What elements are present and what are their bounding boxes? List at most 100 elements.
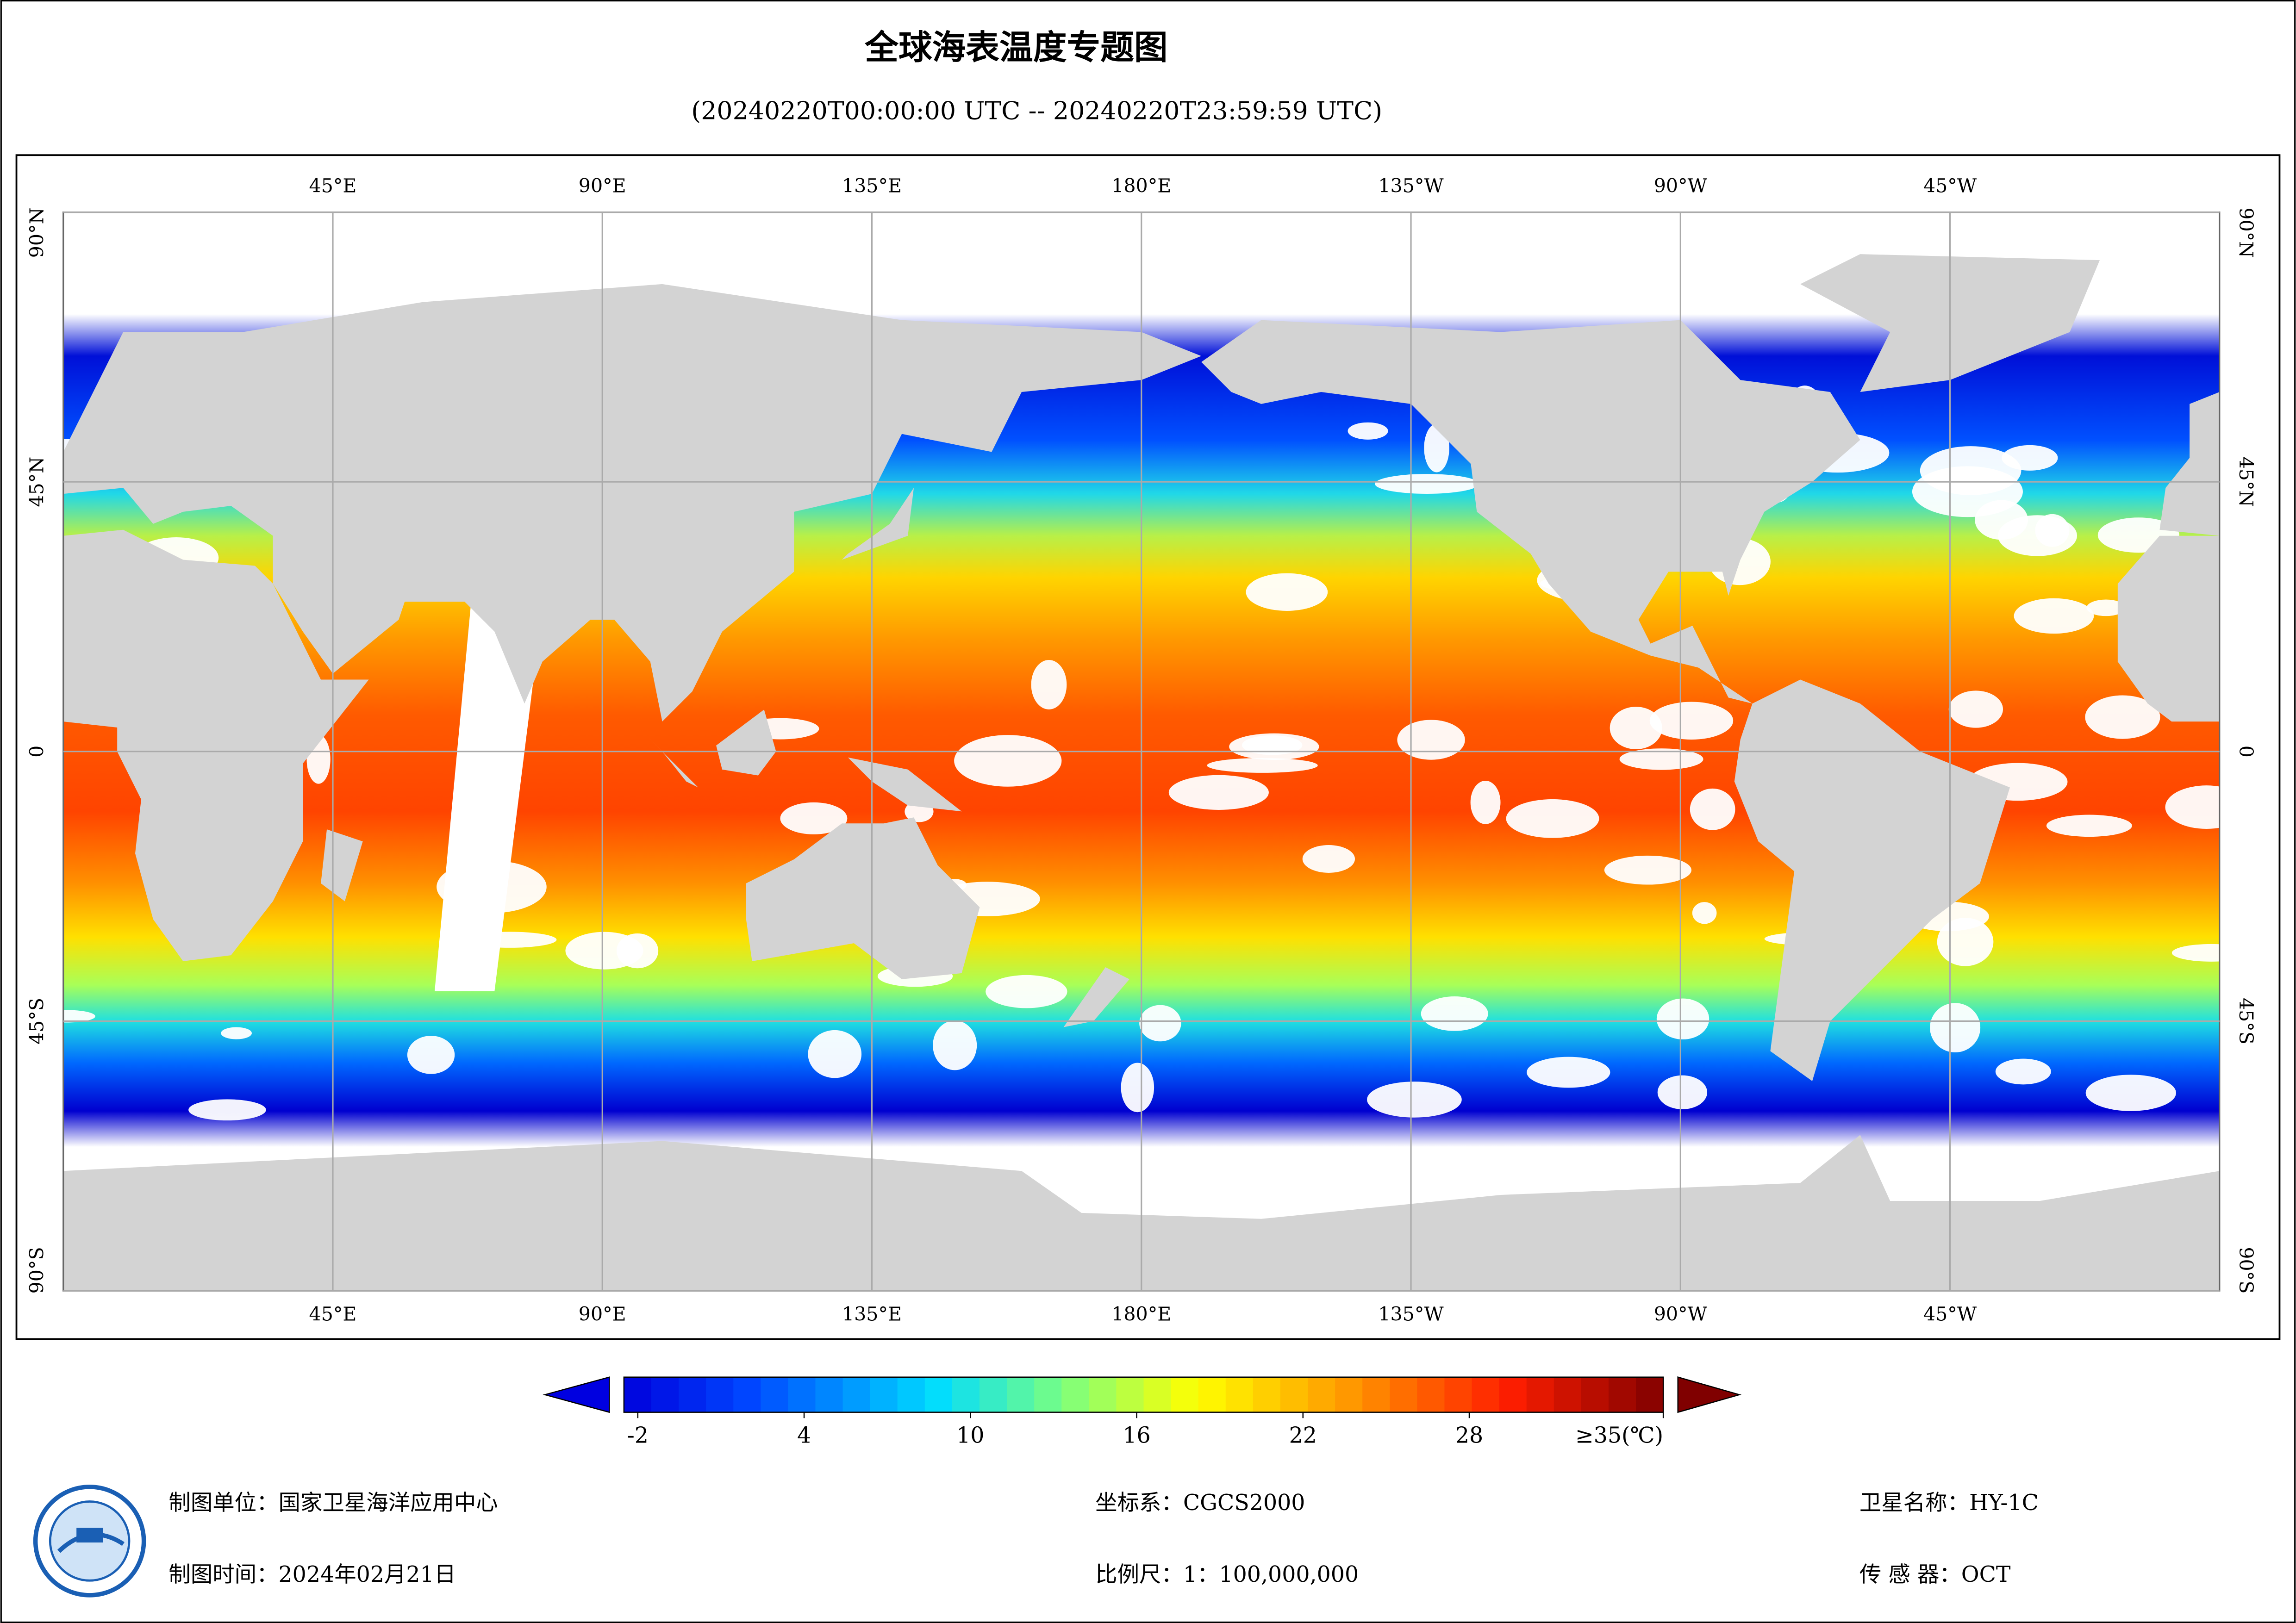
data-gap xyxy=(1649,702,1734,740)
colorbar-cell xyxy=(1444,1377,1472,1412)
data-gap xyxy=(1619,748,1703,770)
colorbar-cell xyxy=(733,1377,761,1412)
colorbar-cell xyxy=(706,1377,734,1412)
colorbar-tick-label: 28 xyxy=(1455,1423,1483,1448)
x-tick-label: 90°W xyxy=(1654,1303,1708,1325)
y-tick-label: 90°N xyxy=(25,207,48,258)
data-gap xyxy=(1506,799,1599,838)
land xyxy=(746,817,980,979)
data-gap xyxy=(188,1099,266,1121)
x-tick-label: 90°E xyxy=(579,1303,626,1325)
colorbar-cell xyxy=(1253,1377,1281,1412)
colorbar-cell xyxy=(870,1377,898,1412)
colorbar-cell xyxy=(1280,1377,1309,1412)
y-tick-label: 90°N xyxy=(2235,207,2257,258)
colorbar-tick-label: 4 xyxy=(797,1423,811,1448)
colorbar-cell xyxy=(1007,1377,1035,1412)
footer-date: 制图时间：2024年02月21日 xyxy=(168,1562,456,1587)
data-gap xyxy=(1604,855,1692,885)
colorbar-tick-label: ≥35(℃) xyxy=(1575,1423,1663,1448)
data-gap xyxy=(1207,758,1318,773)
data-gap xyxy=(1031,660,1067,709)
colorbar-cell xyxy=(1198,1377,1227,1412)
land xyxy=(1734,679,2010,1081)
logo xyxy=(33,1485,146,1598)
colorbar-cell xyxy=(1472,1377,1500,1412)
title: 全球海表温度专题图 xyxy=(864,28,1167,68)
colorbar-cell xyxy=(651,1377,680,1412)
colorbar-cell xyxy=(1089,1377,1117,1412)
data-gap xyxy=(63,1010,95,1023)
colorbar-cell xyxy=(924,1377,953,1412)
land xyxy=(2117,535,2220,722)
land xyxy=(2159,392,2220,536)
data-gap xyxy=(2046,815,2132,837)
data-gap xyxy=(2086,599,2126,616)
data-gap xyxy=(1690,788,1735,830)
colorbar-tick-label: 10 xyxy=(956,1423,984,1448)
y-tick-label: 45°N xyxy=(2235,457,2257,507)
colorbar-cell xyxy=(897,1377,926,1412)
data-gap xyxy=(1930,1003,1981,1053)
data-gap xyxy=(1527,1057,1610,1088)
data-gap xyxy=(1470,781,1501,824)
colorbar-cell xyxy=(952,1377,980,1412)
colorbar-cell xyxy=(815,1377,843,1412)
colorbar-cell xyxy=(842,1377,871,1412)
colorbar-cell xyxy=(1171,1377,1199,1412)
y-tick-label: 45°S xyxy=(25,998,48,1045)
data-gap xyxy=(1121,1063,1154,1113)
data-gap xyxy=(2014,598,2094,634)
x-tick-label: 180°E xyxy=(1111,1303,1171,1325)
footer-crs: 坐标系：CGCS2000 xyxy=(1095,1490,1305,1516)
colorbar-cell xyxy=(1335,1377,1363,1412)
data-gap xyxy=(1610,707,1662,749)
data-gap xyxy=(1367,1082,1462,1118)
colorbar-tick-label: -2 xyxy=(627,1423,649,1448)
colorbar-cell xyxy=(1143,1377,1172,1412)
land xyxy=(63,529,369,962)
colorbar-cell xyxy=(788,1377,816,1412)
data-gap xyxy=(565,932,643,970)
x-tick-label: 135°W xyxy=(1378,174,1444,197)
data-gap xyxy=(808,1030,862,1078)
data-gap xyxy=(1948,690,2003,728)
data-gap xyxy=(1656,998,1710,1040)
data-gap xyxy=(1995,1058,2051,1085)
data-gap xyxy=(2085,695,2160,739)
x-tick-label: 45°E xyxy=(309,174,357,197)
x-tick-label: 135°E xyxy=(842,1303,902,1325)
data-gap xyxy=(221,1027,252,1039)
data-gap xyxy=(2085,1075,2176,1111)
x-tick-label: 180°E xyxy=(1111,174,1171,197)
y-tick-label: 0 xyxy=(2235,746,2257,758)
data-gap xyxy=(407,1036,455,1074)
colorbar-tick-label: 16 xyxy=(1123,1423,1150,1448)
colorbar-cell xyxy=(1225,1377,1254,1412)
data-gap xyxy=(1139,1005,1181,1042)
x-tick-label: 45°W xyxy=(1923,1303,1977,1325)
colorbar-high-arrow xyxy=(1677,1376,1742,1413)
land xyxy=(842,488,914,560)
swath-gap xyxy=(434,608,543,991)
x-tick-label: 135°W xyxy=(1378,1303,1444,1325)
data-gap xyxy=(1375,474,1479,494)
land xyxy=(1063,967,1129,1027)
map-frame xyxy=(15,154,2281,1340)
land xyxy=(63,284,1202,722)
y-tick-label: 0 xyxy=(25,746,48,758)
y-tick-label: 45°S xyxy=(2235,998,2257,1045)
subtitle: (20240220T00:00:00 UTC -- 20240220T23:59… xyxy=(691,96,1382,125)
land xyxy=(1201,320,1860,704)
data-gap xyxy=(1657,1075,1708,1109)
land xyxy=(716,709,776,776)
data-gap xyxy=(1168,775,1269,810)
data-gap xyxy=(1302,845,1355,873)
data-gap xyxy=(1421,996,1488,1031)
data-gap xyxy=(2171,944,2220,962)
colorbar-cell xyxy=(1554,1377,1582,1412)
data-gap xyxy=(1348,422,1388,440)
data-gap xyxy=(1397,720,1465,760)
data-gap xyxy=(1246,573,1328,611)
